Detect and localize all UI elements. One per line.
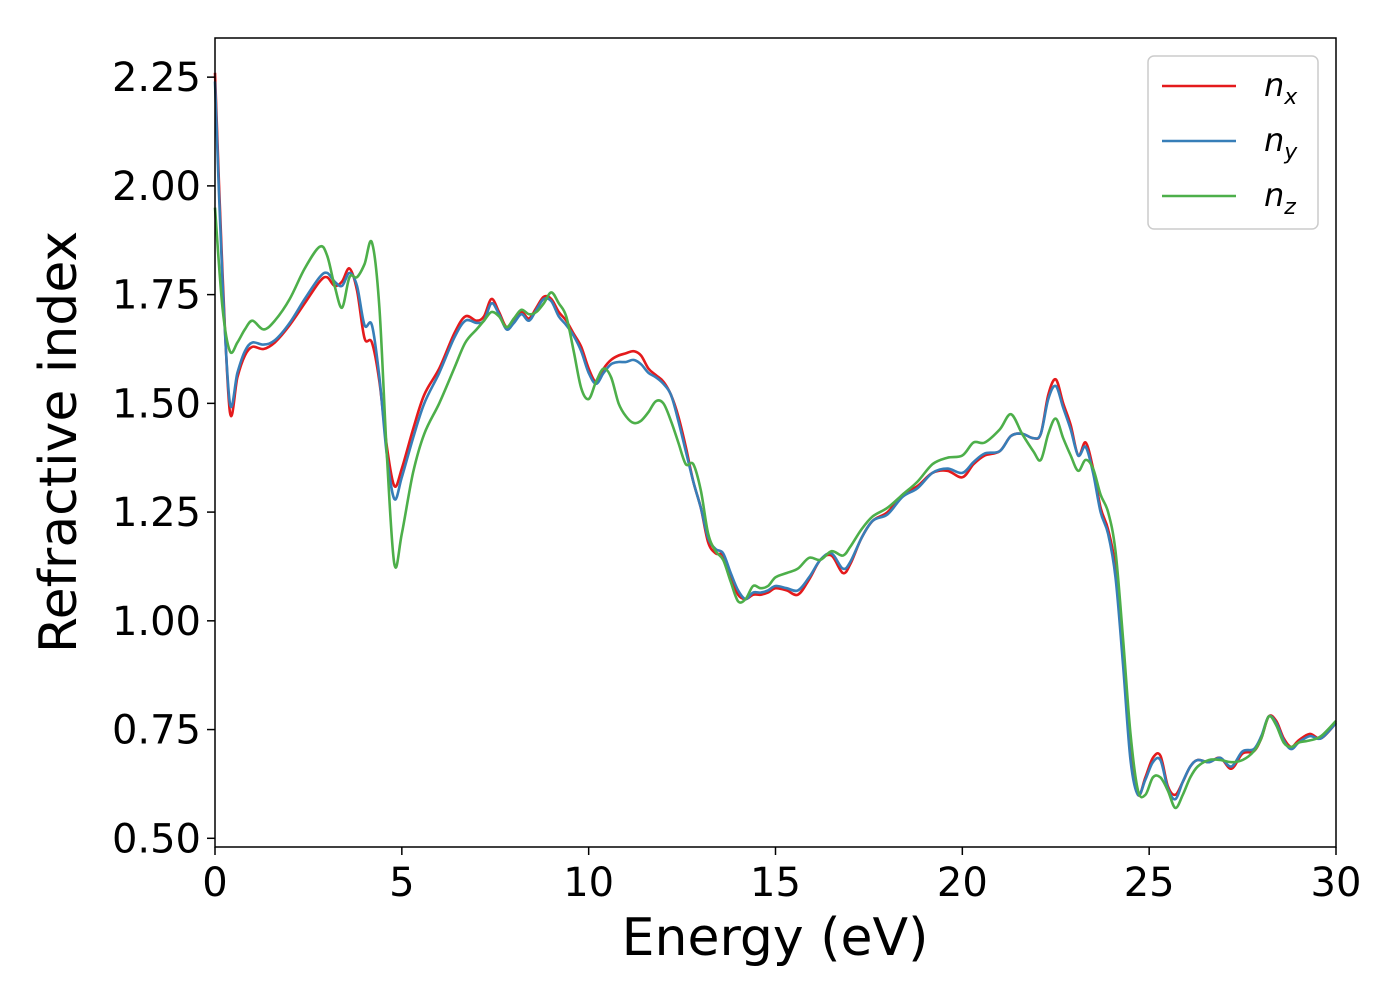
y-axis-ticks: 0.50 0.75 1.00 1.25 1.50 1.75 2.00 2.25	[112, 55, 215, 862]
series-line-ny	[213, 81, 1337, 801]
x-axis-label: Energy (eV)	[622, 908, 929, 968]
x-tick-label: 20	[937, 860, 988, 906]
series-line-nz	[213, 207, 1337, 810]
x-tick-label: 15	[750, 860, 801, 906]
y-tick-label: 0.50	[112, 816, 201, 862]
y-axis-label: Refractive index	[29, 231, 89, 653]
x-tick-label: 25	[1124, 860, 1175, 906]
legend-box	[1147, 55, 1319, 230]
y-tick-label: 2.00	[112, 164, 201, 210]
y-tick-label: 0.75	[112, 708, 201, 754]
plot-lines	[213, 72, 1337, 810]
y-tick-label: 1.00	[112, 599, 201, 645]
y-tick-label: 1.25	[112, 490, 201, 536]
x-axis-ticks: 0 5 10 15 20 25 30	[202, 847, 1361, 906]
y-tick-label: 1.50	[112, 381, 201, 427]
y-tick-label: 1.75	[112, 273, 201, 319]
x-tick-label: 30	[1311, 860, 1362, 906]
x-tick-label: 5	[389, 860, 414, 906]
x-tick-label: 10	[563, 860, 614, 906]
y-tick-label: 2.25	[112, 55, 201, 101]
x-tick-label: 0	[202, 860, 227, 906]
